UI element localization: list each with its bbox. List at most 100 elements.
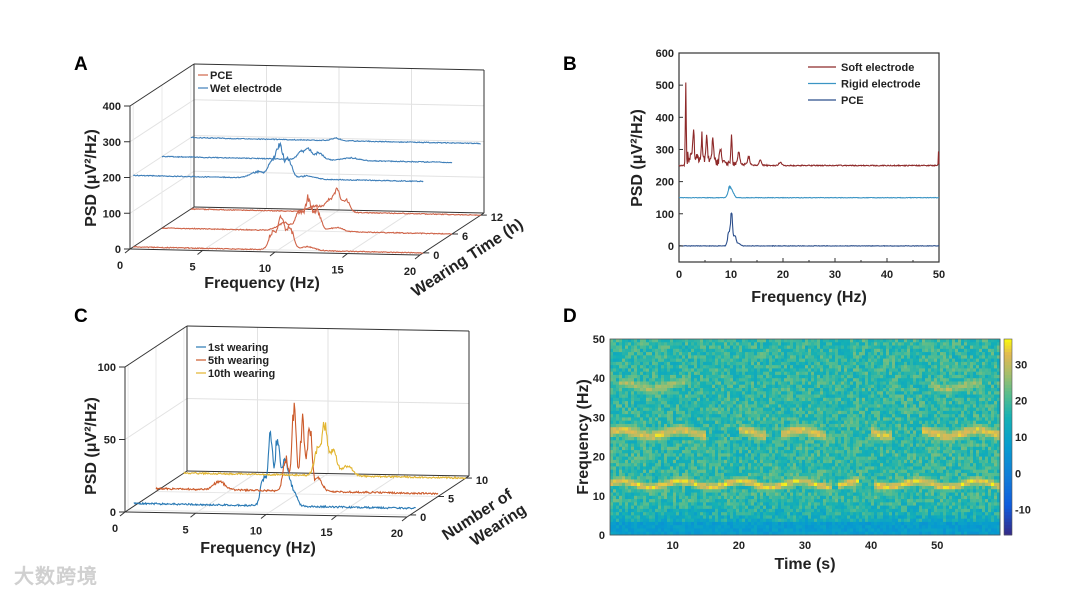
heatmap-cell bbox=[814, 512, 818, 516]
heatmap-cell bbox=[730, 358, 734, 363]
heatmap-cell bbox=[829, 368, 833, 373]
heatmap-cell bbox=[709, 515, 713, 520]
heatmap-cell bbox=[724, 361, 728, 366]
heatmap-cell bbox=[841, 499, 845, 503]
heatmap-cell bbox=[646, 515, 650, 520]
heatmap-cell bbox=[823, 525, 827, 529]
heatmap-cell bbox=[751, 371, 755, 376]
heatmap-cell bbox=[766, 361, 770, 366]
heatmap-cell bbox=[631, 508, 635, 513]
heatmap-cell bbox=[739, 508, 743, 513]
heatmap-cell bbox=[811, 423, 815, 428]
heatmap-cell bbox=[622, 486, 626, 490]
heatmap-cell bbox=[832, 394, 836, 399]
heatmap-cell bbox=[622, 489, 626, 493]
heatmap-cell bbox=[721, 446, 725, 451]
heatmap-cell bbox=[679, 489, 683, 493]
heatmap-cell bbox=[691, 401, 695, 405]
heatmap-cell bbox=[769, 453, 773, 457]
heatmap-cell bbox=[823, 391, 827, 395]
z-tick-label: 10 bbox=[476, 475, 488, 487]
heatmap-cell bbox=[742, 518, 746, 523]
heatmap-cell bbox=[742, 423, 746, 428]
heatmap-cell bbox=[694, 355, 698, 359]
heatmap-cell bbox=[829, 391, 833, 395]
heatmap-cell bbox=[631, 531, 635, 536]
heatmap-cell bbox=[652, 417, 656, 422]
heatmap-cell bbox=[721, 495, 725, 500]
heatmap-cell bbox=[808, 410, 812, 415]
heatmap-cell bbox=[823, 414, 827, 418]
heatmap-cell bbox=[670, 374, 674, 379]
heatmap-cell bbox=[715, 459, 719, 464]
heatmap-cell bbox=[820, 495, 824, 500]
heatmap-cell bbox=[697, 433, 701, 438]
heatmap-cell bbox=[736, 361, 740, 366]
heatmap-cell bbox=[622, 401, 626, 405]
heatmap-cell bbox=[619, 479, 623, 484]
heatmap-cell bbox=[823, 342, 827, 346]
heatmap-cell bbox=[682, 459, 686, 464]
heatmap-cell bbox=[685, 446, 689, 451]
heatmap-cell bbox=[745, 446, 749, 451]
heatmap-cell bbox=[850, 355, 854, 359]
heatmap-cell bbox=[682, 453, 686, 457]
heatmap-cell bbox=[610, 486, 614, 490]
heatmap-cell bbox=[829, 479, 833, 484]
heatmap-cell bbox=[649, 479, 653, 484]
heatmap-cell bbox=[649, 401, 653, 405]
heatmap-cell bbox=[775, 466, 779, 471]
heatmap-cell bbox=[748, 489, 752, 493]
heatmap-cell bbox=[622, 502, 626, 506]
heatmap-cell bbox=[703, 482, 707, 487]
heatmap-cell bbox=[616, 518, 620, 523]
heatmap-cell bbox=[706, 459, 710, 464]
heatmap-cell bbox=[787, 365, 791, 369]
heatmap-cell bbox=[820, 518, 824, 523]
heatmap-cell bbox=[622, 430, 626, 435]
heatmap-cell bbox=[751, 495, 755, 500]
heatmap-cell bbox=[733, 476, 737, 480]
heatmap-cell bbox=[805, 352, 809, 356]
heatmap-cell bbox=[664, 433, 668, 438]
heatmap-cell bbox=[640, 361, 644, 366]
heatmap-cell bbox=[703, 371, 707, 376]
heatmap-cell bbox=[784, 388, 788, 392]
heatmap-cell bbox=[661, 495, 665, 500]
heatmap-cell bbox=[676, 430, 680, 435]
heatmap-cell bbox=[646, 417, 650, 422]
heatmap-cell bbox=[691, 479, 695, 484]
heatmap-cell bbox=[823, 476, 827, 480]
heatmap-cell bbox=[694, 381, 698, 386]
heatmap-cell bbox=[700, 486, 704, 490]
heatmap-cell bbox=[784, 528, 788, 533]
heatmap-cell bbox=[739, 495, 743, 500]
heatmap-cell bbox=[844, 525, 848, 529]
heatmap-cell bbox=[688, 466, 692, 471]
heatmap-cell bbox=[763, 407, 767, 412]
heatmap-cell bbox=[685, 397, 689, 402]
heatmap-cell bbox=[754, 358, 758, 363]
heatmap-cell bbox=[775, 420, 779, 425]
heatmap-cell bbox=[787, 505, 791, 510]
heatmap-cell bbox=[670, 384, 674, 389]
heatmap-cell bbox=[619, 384, 623, 389]
heatmap-cell bbox=[823, 348, 827, 353]
heatmap-cell bbox=[667, 531, 671, 536]
heatmap-cell bbox=[634, 525, 638, 529]
heatmap-cell bbox=[841, 345, 845, 350]
heatmap-cell bbox=[655, 401, 659, 405]
heatmap-cell bbox=[652, 495, 656, 500]
heatmap-cell bbox=[814, 492, 818, 497]
heatmap-cell bbox=[841, 407, 845, 412]
heatmap-cell bbox=[772, 371, 776, 376]
heatmap-cell bbox=[658, 404, 662, 408]
heatmap-cell bbox=[709, 492, 713, 497]
heatmap-cell bbox=[685, 469, 689, 474]
heatmap-cell bbox=[814, 437, 818, 441]
heatmap-cell bbox=[682, 525, 686, 529]
heatmap-cell bbox=[733, 521, 737, 526]
heatmap-cell bbox=[667, 459, 671, 464]
heatmap-cell bbox=[841, 365, 845, 369]
heatmap-cell bbox=[718, 381, 722, 386]
